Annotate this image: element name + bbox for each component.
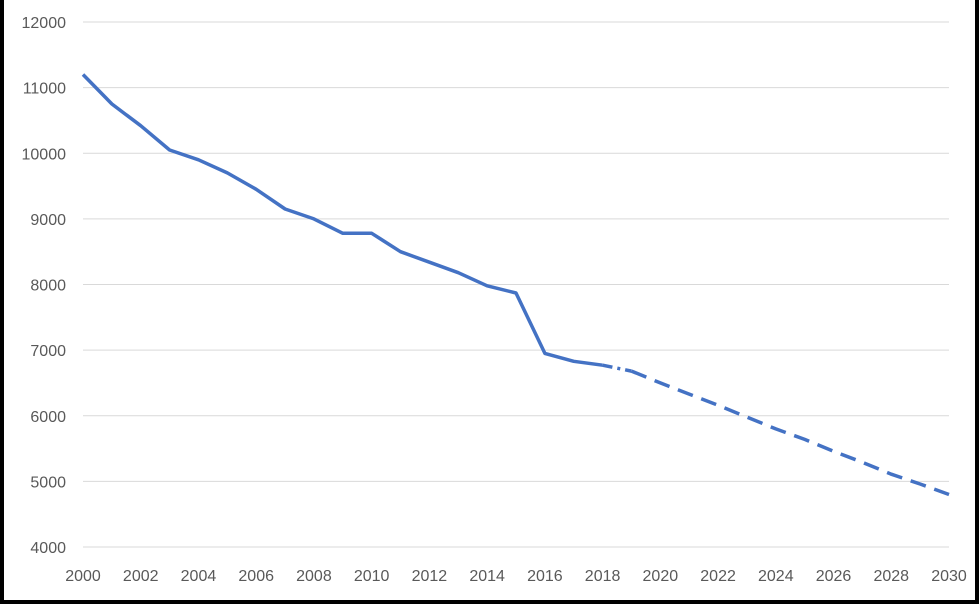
x-tick-label: 2000: [65, 568, 101, 585]
y-tick-label: 12000: [22, 15, 67, 32]
x-tick-label: 2006: [238, 568, 274, 585]
y-tick-label: 9000: [30, 212, 66, 229]
x-tick-label: 2002: [123, 568, 159, 585]
x-tick-label: 2010: [354, 568, 390, 585]
x-axis-tick-labels: 2000 2002 2004 2006 2008 2010 2012 2014 2016 2018…: [65, 568, 967, 585]
series-line-dash-dot: [602, 363, 632, 373]
y-tick-label: 7000: [30, 343, 66, 360]
x-tick-label: 2030: [931, 568, 967, 585]
x-tick-label: 2008: [296, 568, 332, 585]
y-axis-tick-labels: 4000 5000 6000 7000 8000 9000 10000 11000 12000: [22, 15, 67, 557]
chart-area: 4000 5000 6000 7000 8000 9000 10000 11000 12000 …: [4, 0, 975, 600]
series-line-solid: [81, 73, 603, 367]
y-tick-label: 4000: [30, 540, 66, 557]
x-tick-label: 2026: [816, 568, 852, 585]
x-tick-label: 2022: [700, 568, 736, 585]
x-tick-label: 2020: [643, 568, 679, 585]
y-tick-label: 10000: [22, 146, 67, 163]
x-tick-label: 2018: [585, 568, 621, 585]
y-tick-label: 5000: [30, 474, 66, 491]
y-tick-label: 8000: [30, 278, 66, 295]
x-tick-label: 2028: [873, 568, 909, 585]
x-tick-label: 2024: [758, 568, 794, 585]
x-tick-label: 2014: [469, 568, 505, 585]
series-line-dashed: [630, 369, 950, 497]
y-tick-label: 6000: [30, 409, 66, 426]
x-tick-label: 2016: [527, 568, 563, 585]
gridlines: [83, 21, 949, 548]
line-chart: 400050006000700080009000100001100012000 …: [22, 15, 967, 585]
x-tick-label: 2012: [412, 568, 448, 585]
series-lines: [81, 73, 950, 497]
x-tick-label: 2004: [181, 568, 217, 585]
y-tick-label: 11000: [23, 81, 66, 98]
